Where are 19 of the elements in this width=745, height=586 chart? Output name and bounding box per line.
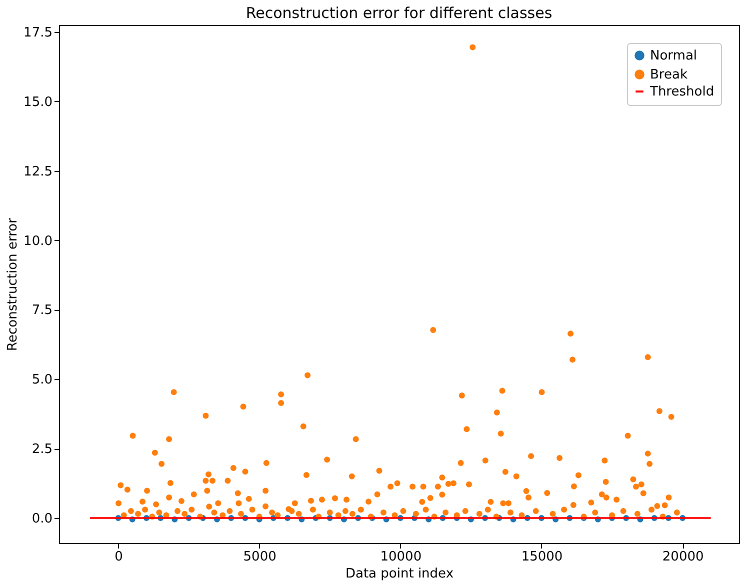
y-tick-label: 5.0 bbox=[32, 372, 52, 388]
x-tick-label: 15000 bbox=[521, 550, 563, 564]
legend-label: Normal bbox=[650, 48, 698, 64]
legend-label: Threshold bbox=[649, 84, 714, 100]
y-tick-label: 15.0 bbox=[24, 94, 52, 110]
y-axis-title: Reconstruction error bbox=[6, 217, 21, 351]
x-tick-label: 10000 bbox=[380, 550, 422, 564]
y-tick-label: 17.5 bbox=[24, 25, 52, 40]
y-tick-label: 12.5 bbox=[24, 164, 52, 180]
legend-label: Break bbox=[650, 68, 688, 82]
chart-title: Reconstruction error for different classes bbox=[246, 4, 552, 22]
y-tick-label: 10.0 bbox=[24, 234, 52, 249]
x-tick-label: 20000 bbox=[662, 550, 704, 564]
y-tick-label: 7.5 bbox=[32, 303, 52, 318]
y-tick-label: 0.0 bbox=[32, 512, 52, 527]
x-tick-label: 0 bbox=[114, 550, 123, 564]
x-axis-title: Data point index bbox=[345, 566, 454, 582]
y-tick-label: 2.5 bbox=[32, 442, 52, 458]
x-tick-label: 5000 bbox=[243, 550, 276, 564]
